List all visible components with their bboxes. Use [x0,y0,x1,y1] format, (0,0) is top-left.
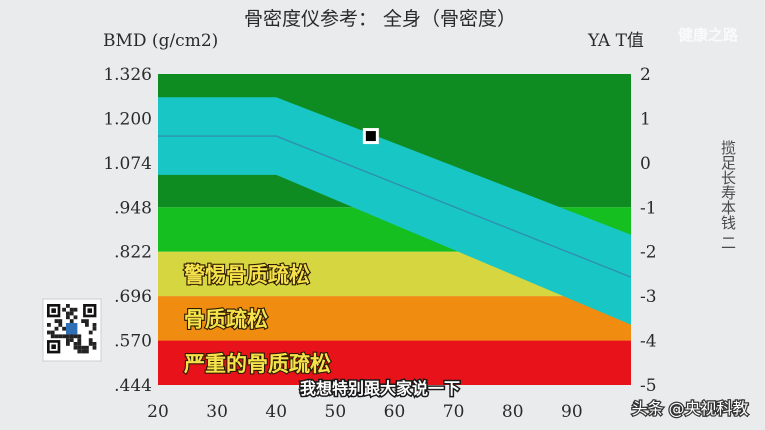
left-tick-label: 1.326 [103,65,152,85]
right-tick-label: -3 [640,287,657,307]
subtitle-caption: 我想特别跟大家说一下 [300,379,460,398]
zone-5 [158,340,631,385]
left-tick-label: .444 [114,376,152,396]
right-tick-label: -1 [640,198,657,218]
left-tick-label: .948 [114,198,152,218]
y-axis-label-right: YA T值 [587,31,644,51]
qr-code-image [42,298,102,362]
watermark-text: 健康之路 [678,26,739,44]
x-tick-label: 60 [384,402,406,422]
right-y-ticks: 2 1 0 -1 -2 -3 -4 -5 [640,65,657,396]
zone-label-5: 严重的骨质疏松 [184,352,331,376]
left-tick-label: .696 [114,287,152,307]
zone-label-4: 骨质疏松 [184,307,268,331]
patient-marker-group [362,128,379,145]
left-tick-label: .822 [114,243,152,263]
left-tick-label: .570 [114,332,152,352]
side-caption: 揽足长寿本钱 二 [719,140,737,250]
zone-4 [158,296,631,341]
right-tick-label: 0 [640,154,651,174]
zone-label-3: 警惕骨质疏松 [183,263,310,287]
right-tick-label: 2 [640,65,651,85]
x-tick-label: 50 [325,402,347,422]
chart-title: 骨密度仪参考： 全身（骨密度） [244,8,516,30]
x-tick-label: 90 [561,402,583,422]
reference-mean-line [158,135,632,278]
credit-text: 头条 @央视科教 [631,399,748,418]
y-axis-label-left: BMD (g/cm2) [103,31,218,51]
x-tick-label: 20 [147,402,169,422]
x-ticks: 20 30 40 50 60 70 80 90 [147,402,583,422]
left-y-ticks: 1.326 1.200 1.074 .948 .822 .696 .570 .444 [103,65,152,396]
x-tick-label: 30 [206,402,228,422]
x-tick-label: 40 [265,402,287,422]
right-tick-label: 1 [640,109,651,129]
left-tick-label: 1.200 [103,109,152,129]
patient-marker [365,131,376,142]
right-tick-label: -5 [640,376,657,396]
left-tick-label: 1.074 [103,154,152,174]
x-tick-label: 80 [502,402,524,422]
right-tick-label: -2 [640,243,657,263]
young-adult-reference-band [158,97,631,325]
reference-band-group [158,97,632,325]
right-tick-label: -4 [640,332,657,352]
x-tick-label: 70 [443,402,465,422]
